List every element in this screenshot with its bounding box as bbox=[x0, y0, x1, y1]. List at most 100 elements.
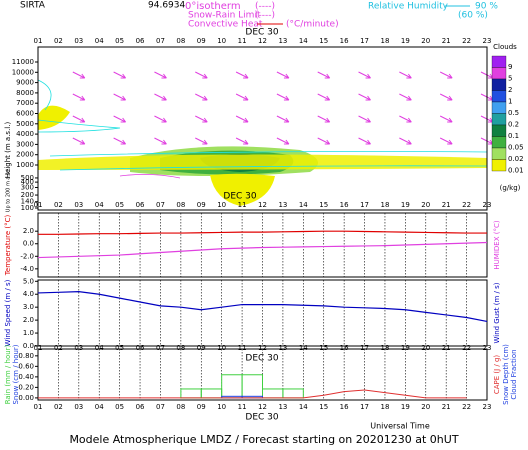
x-tick-label: 04 bbox=[95, 201, 104, 209]
step-bar bbox=[241, 374, 264, 399]
isotherm-key: (----) bbox=[255, 2, 275, 12]
x-tick-label: 20 bbox=[421, 403, 430, 411]
colorbar-tick-label: 0.2 bbox=[508, 120, 519, 128]
x-tick-label: 13 bbox=[278, 201, 287, 209]
y-label: Height (m a.s.l.) bbox=[4, 122, 12, 179]
x-tick-label: 13 bbox=[278, 344, 287, 352]
altitude: 94.6934 bbox=[148, 1, 185, 11]
wind-arrow bbox=[113, 137, 127, 145]
wind-arrow bbox=[358, 137, 371, 145]
x-tick-label: 23 bbox=[483, 403, 492, 411]
x-label: Universal Time bbox=[370, 422, 430, 431]
wind-arrow bbox=[195, 93, 208, 101]
station: SIRTA bbox=[20, 1, 46, 11]
wind-arrow bbox=[317, 71, 331, 79]
x-tick-label: 07 bbox=[156, 201, 165, 209]
x-tick-label: 01 bbox=[34, 344, 43, 352]
x-tick-label: 16 bbox=[340, 201, 349, 209]
x-tick-label: 11 bbox=[238, 403, 247, 411]
y-label: Rain (mm / hour) bbox=[4, 344, 12, 404]
x-tick-label: 01 bbox=[34, 201, 43, 209]
colorbar-tick-label: 2 bbox=[508, 86, 512, 94]
wind-arrow bbox=[358, 115, 371, 123]
x-tick-label: 13 bbox=[278, 37, 287, 45]
x-tick-label: 23 bbox=[483, 344, 492, 352]
x-tick-label: 17 bbox=[360, 201, 369, 209]
x-tick-label: 19 bbox=[401, 201, 410, 209]
x-tick-label: 19 bbox=[401, 403, 410, 411]
y-tick-label: -2.0 bbox=[20, 252, 34, 260]
colorbar-tick-label: 0.02 bbox=[508, 155, 524, 163]
rh60: (60 %) bbox=[458, 11, 488, 21]
wind-arrow bbox=[399, 115, 412, 123]
step-bar bbox=[180, 388, 202, 399]
x-tick-label: 02 bbox=[54, 344, 63, 352]
y-tick-label: 400 bbox=[21, 178, 34, 186]
wind-arrow bbox=[439, 115, 453, 123]
y-tick-label: 500 bbox=[21, 174, 34, 182]
x-tick-label: 20 bbox=[421, 37, 430, 45]
wind-arrow bbox=[235, 115, 249, 123]
x-tick-label: 15 bbox=[319, 344, 328, 352]
colorbar-box bbox=[491, 136, 507, 149]
wind-arrow bbox=[235, 93, 249, 101]
x-tick-label: 06 bbox=[136, 201, 145, 209]
x-tick-label: 14 bbox=[299, 201, 308, 209]
colorbar-box bbox=[491, 67, 507, 80]
colorbar-box bbox=[491, 101, 507, 114]
y-tick-label: 300 bbox=[21, 183, 34, 191]
wind-arrow bbox=[72, 93, 86, 101]
x-tick-label: 23 bbox=[483, 37, 492, 45]
y-tick-label: 100 bbox=[21, 204, 34, 212]
x-tick-label: 13 bbox=[278, 403, 287, 411]
wind-arrow bbox=[154, 93, 167, 101]
x-tick-label: 06 bbox=[136, 344, 145, 352]
y-tick-label: 10000 bbox=[12, 68, 34, 76]
y-tick-label: 3000 bbox=[16, 140, 34, 148]
y-tick-label: 0.80 bbox=[18, 352, 34, 360]
x-tick-label: 08 bbox=[176, 344, 185, 352]
x-tick-label: 04 bbox=[95, 344, 104, 352]
y2-label-3: Cloud Fraction bbox=[510, 349, 518, 399]
y-label-2: Up to 200 m a.s.l. bbox=[6, 167, 12, 212]
x-tick-label: 12 bbox=[258, 344, 267, 352]
wind-arrow bbox=[358, 71, 371, 79]
panel-frame bbox=[37, 46, 488, 211]
x-tick-label: 14 bbox=[299, 344, 308, 352]
x-tick-label: 14 bbox=[299, 37, 308, 45]
x-tick-label: 14 bbox=[299, 403, 308, 411]
cape-segment bbox=[405, 394, 426, 399]
y-tick-label: 5.0 bbox=[23, 277, 34, 285]
x-tick-label: 04 bbox=[95, 37, 104, 45]
x-tick-label: 20 bbox=[421, 344, 430, 352]
colorbar-tick-label: 9 bbox=[508, 63, 512, 71]
x-tick-label: 22 bbox=[462, 403, 471, 411]
wind-arrow bbox=[317, 115, 331, 123]
y-tick-label: 3.0 bbox=[23, 303, 34, 311]
step-bar bbox=[221, 374, 243, 399]
y-tick-label: 4000 bbox=[16, 130, 34, 138]
wind-arrow bbox=[439, 93, 453, 101]
colorbar-tick-label: 1 bbox=[508, 97, 512, 105]
step-bar bbox=[282, 388, 304, 399]
x-tick-label: 03 bbox=[74, 37, 83, 45]
x-tick-label: 08 bbox=[176, 201, 185, 209]
wind-arrows bbox=[72, 71, 494, 145]
x-tick-label: 17 bbox=[360, 37, 369, 45]
x-tick-label: 09 bbox=[197, 344, 206, 352]
x-tick-label: 19 bbox=[401, 37, 410, 45]
y2-label: HUMIDEX (°C) bbox=[493, 220, 501, 269]
y-tick-label: 8000 bbox=[16, 89, 34, 97]
isotherm: 0°isotherm bbox=[185, 1, 241, 12]
wind-arrow bbox=[113, 71, 127, 79]
wind-arrow bbox=[154, 115, 167, 123]
colorbar-tick-label: 0.5 bbox=[508, 109, 519, 117]
x-tick-label: 11 bbox=[238, 37, 247, 45]
y2-label: CAPE (J / g) bbox=[493, 355, 501, 395]
y-tick-label: 7000 bbox=[16, 99, 34, 107]
x-tick-label: 16 bbox=[340, 403, 349, 411]
y-tick-label: 0.00 bbox=[18, 394, 34, 402]
wind-arrow bbox=[276, 115, 290, 123]
x-tick-label: 11 bbox=[238, 201, 247, 209]
x-tick-label: 12 bbox=[258, 37, 267, 45]
